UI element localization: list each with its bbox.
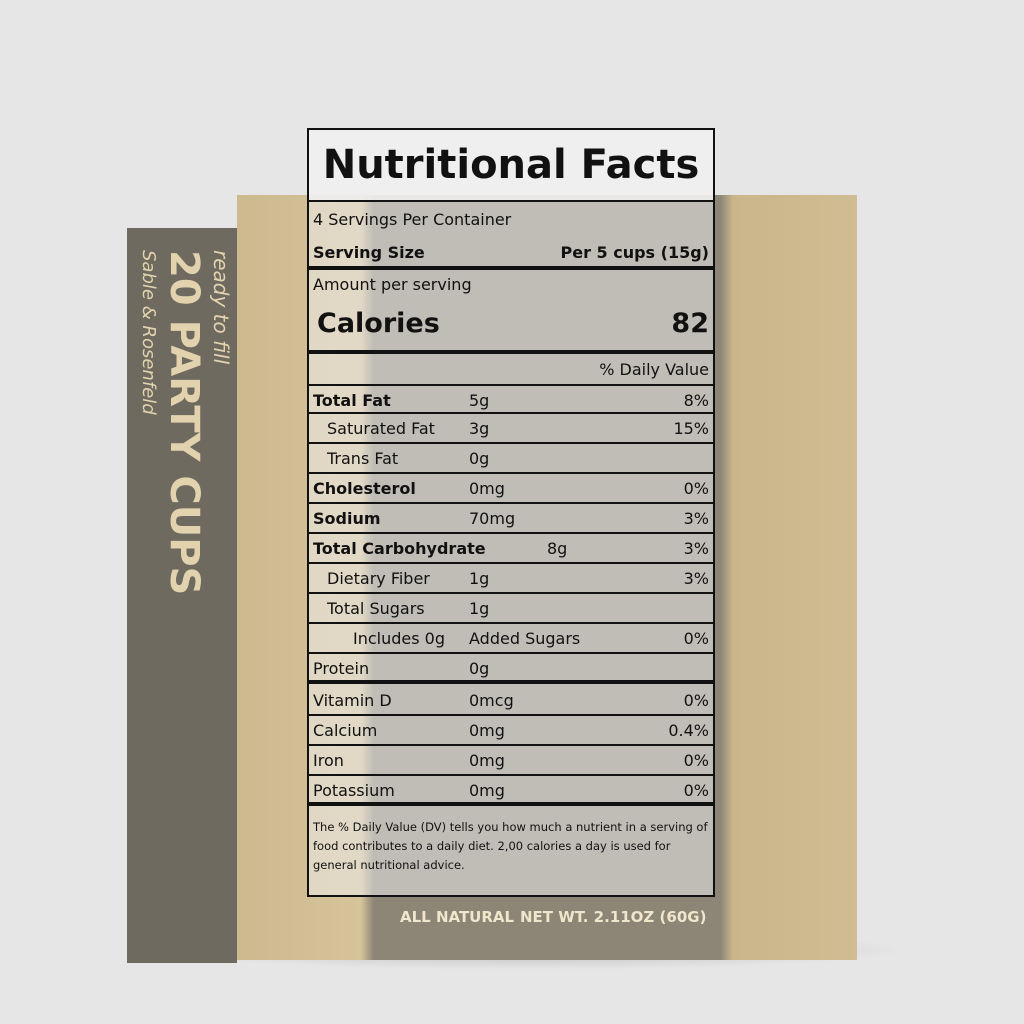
nutrient-amount: 0g: [469, 659, 490, 678]
nutrient-name: Iron: [313, 751, 344, 770]
calories-label: Calories: [317, 308, 440, 339]
nutrient-amount: 70mg: [469, 509, 516, 528]
nutrient-dv: 8%: [683, 391, 709, 410]
nutrient-name: Total Sugars: [327, 599, 425, 618]
divider: [309, 266, 713, 270]
nutrient-name: Potassium: [313, 781, 395, 800]
nutrient-dv: 0%: [683, 751, 709, 770]
nutrient-dv: 0.4%: [668, 721, 709, 740]
nutrient-name: Sodium: [313, 509, 381, 528]
nutrient-row: Iron 0mg 0%: [309, 746, 713, 776]
nutrient-name: Protein: [313, 659, 370, 678]
nutrient-dv: 0%: [683, 691, 709, 710]
calories-value: 82: [671, 308, 709, 339]
label-title: Nutritional Facts: [309, 130, 713, 202]
nutrient-amount: 1g: [469, 599, 490, 618]
nutrient-row: Potassium 0mg 0%: [309, 776, 713, 806]
nutrient-dv: 3%: [683, 509, 709, 528]
nutrient-dv: 0%: [683, 479, 709, 498]
nutrient-dv: 15%: [673, 419, 709, 438]
nutrient-dv: 0%: [683, 781, 709, 800]
footnote: The % Daily Value (DV) tells you how muc…: [313, 820, 708, 872]
nutrient-name: Total Carbohydrate: [313, 539, 486, 558]
product-brand: Sable & Rosenfeld: [138, 250, 159, 415]
nutrient-row: Trans Fat 0g: [309, 444, 713, 474]
nutrient-row: Total Sugars 1g: [309, 594, 713, 624]
nutrient-row: Total Carbohydrate 8g 3%: [309, 534, 713, 564]
product-count: 20: [161, 250, 207, 306]
servings-per-container: 4 Servings Per Container: [313, 210, 512, 229]
product-box-side: [127, 228, 237, 963]
product-title: 20 PARTY CUPS: [161, 250, 207, 940]
nutrient-name: Calcium: [313, 721, 378, 740]
nutrient-amount: 0g: [469, 449, 490, 468]
nutrient-amount: 0mcg: [469, 691, 514, 710]
nutrient-row: Total Fat 5g 8%: [309, 384, 713, 414]
nutrient-amount: 8g: [547, 539, 568, 558]
nutrient-row: Calcium 0mg 0.4%: [309, 716, 713, 746]
nutrient-name: Total Fat: [313, 391, 391, 410]
product-claim: ALL NATURAL: [400, 908, 515, 926]
nutrient-amount: 0mg: [469, 479, 505, 498]
nutrient-row: Sodium 70mg 3%: [309, 504, 713, 534]
nutrient-name: Vitamin D: [313, 691, 392, 710]
dv-header: % Daily Value: [599, 360, 709, 379]
nutrient-amount: 3g: [469, 419, 490, 438]
nutrient-row: Dietary Fiber 1g 3%: [309, 564, 713, 594]
nutrient-amount: 0mg: [469, 751, 505, 770]
nutrient-name: Cholesterol: [313, 479, 416, 498]
nutrient-row: Cholesterol 0mg 0%: [309, 474, 713, 504]
nutrient-dv: 3%: [683, 539, 709, 558]
nutrient-name: Trans Fat: [327, 449, 399, 468]
nutrient-row: Vitamin D 0mcg 0%: [309, 686, 713, 716]
nutrient-dv: 0%: [683, 629, 709, 648]
product-tagline: ready to fill: [209, 250, 233, 365]
nutrition-label: Nutritional Facts 4 Servings Per Contain…: [307, 128, 715, 897]
nutrient-row: Includes 0g Added Sugars 0%: [309, 624, 713, 654]
nutrient-amount: 1g: [469, 569, 490, 588]
nutrient-dv: 3%: [683, 569, 709, 588]
product-net-weight: NET WT. 2.11OZ (60G): [520, 908, 707, 926]
divider: [309, 350, 713, 354]
nutrient-name: Dietary Fiber: [327, 569, 430, 588]
product-side-text: ready to fill 20 PARTY CUPS Sable & Rose…: [132, 250, 233, 940]
nutrient-name: Includes 0g: [353, 629, 445, 648]
amount-per-serving: Amount per serving: [313, 275, 472, 294]
nutrient-amount: Added Sugars: [469, 629, 581, 648]
nutrient-amount: 0mg: [469, 721, 505, 740]
nutrient-row: Protein 0g: [309, 654, 713, 684]
nutrient-amount: 0mg: [469, 781, 505, 800]
nutrient-amount: 5g: [469, 391, 490, 410]
product-name: PARTY CUPS: [161, 319, 207, 596]
serving-size-label: Serving Size: [313, 243, 425, 262]
nutrient-row: Saturated Fat 3g 15%: [309, 414, 713, 444]
nutrient-name: Saturated Fat: [327, 419, 435, 438]
serving-size-value: Per 5 cups (15g): [560, 243, 709, 262]
